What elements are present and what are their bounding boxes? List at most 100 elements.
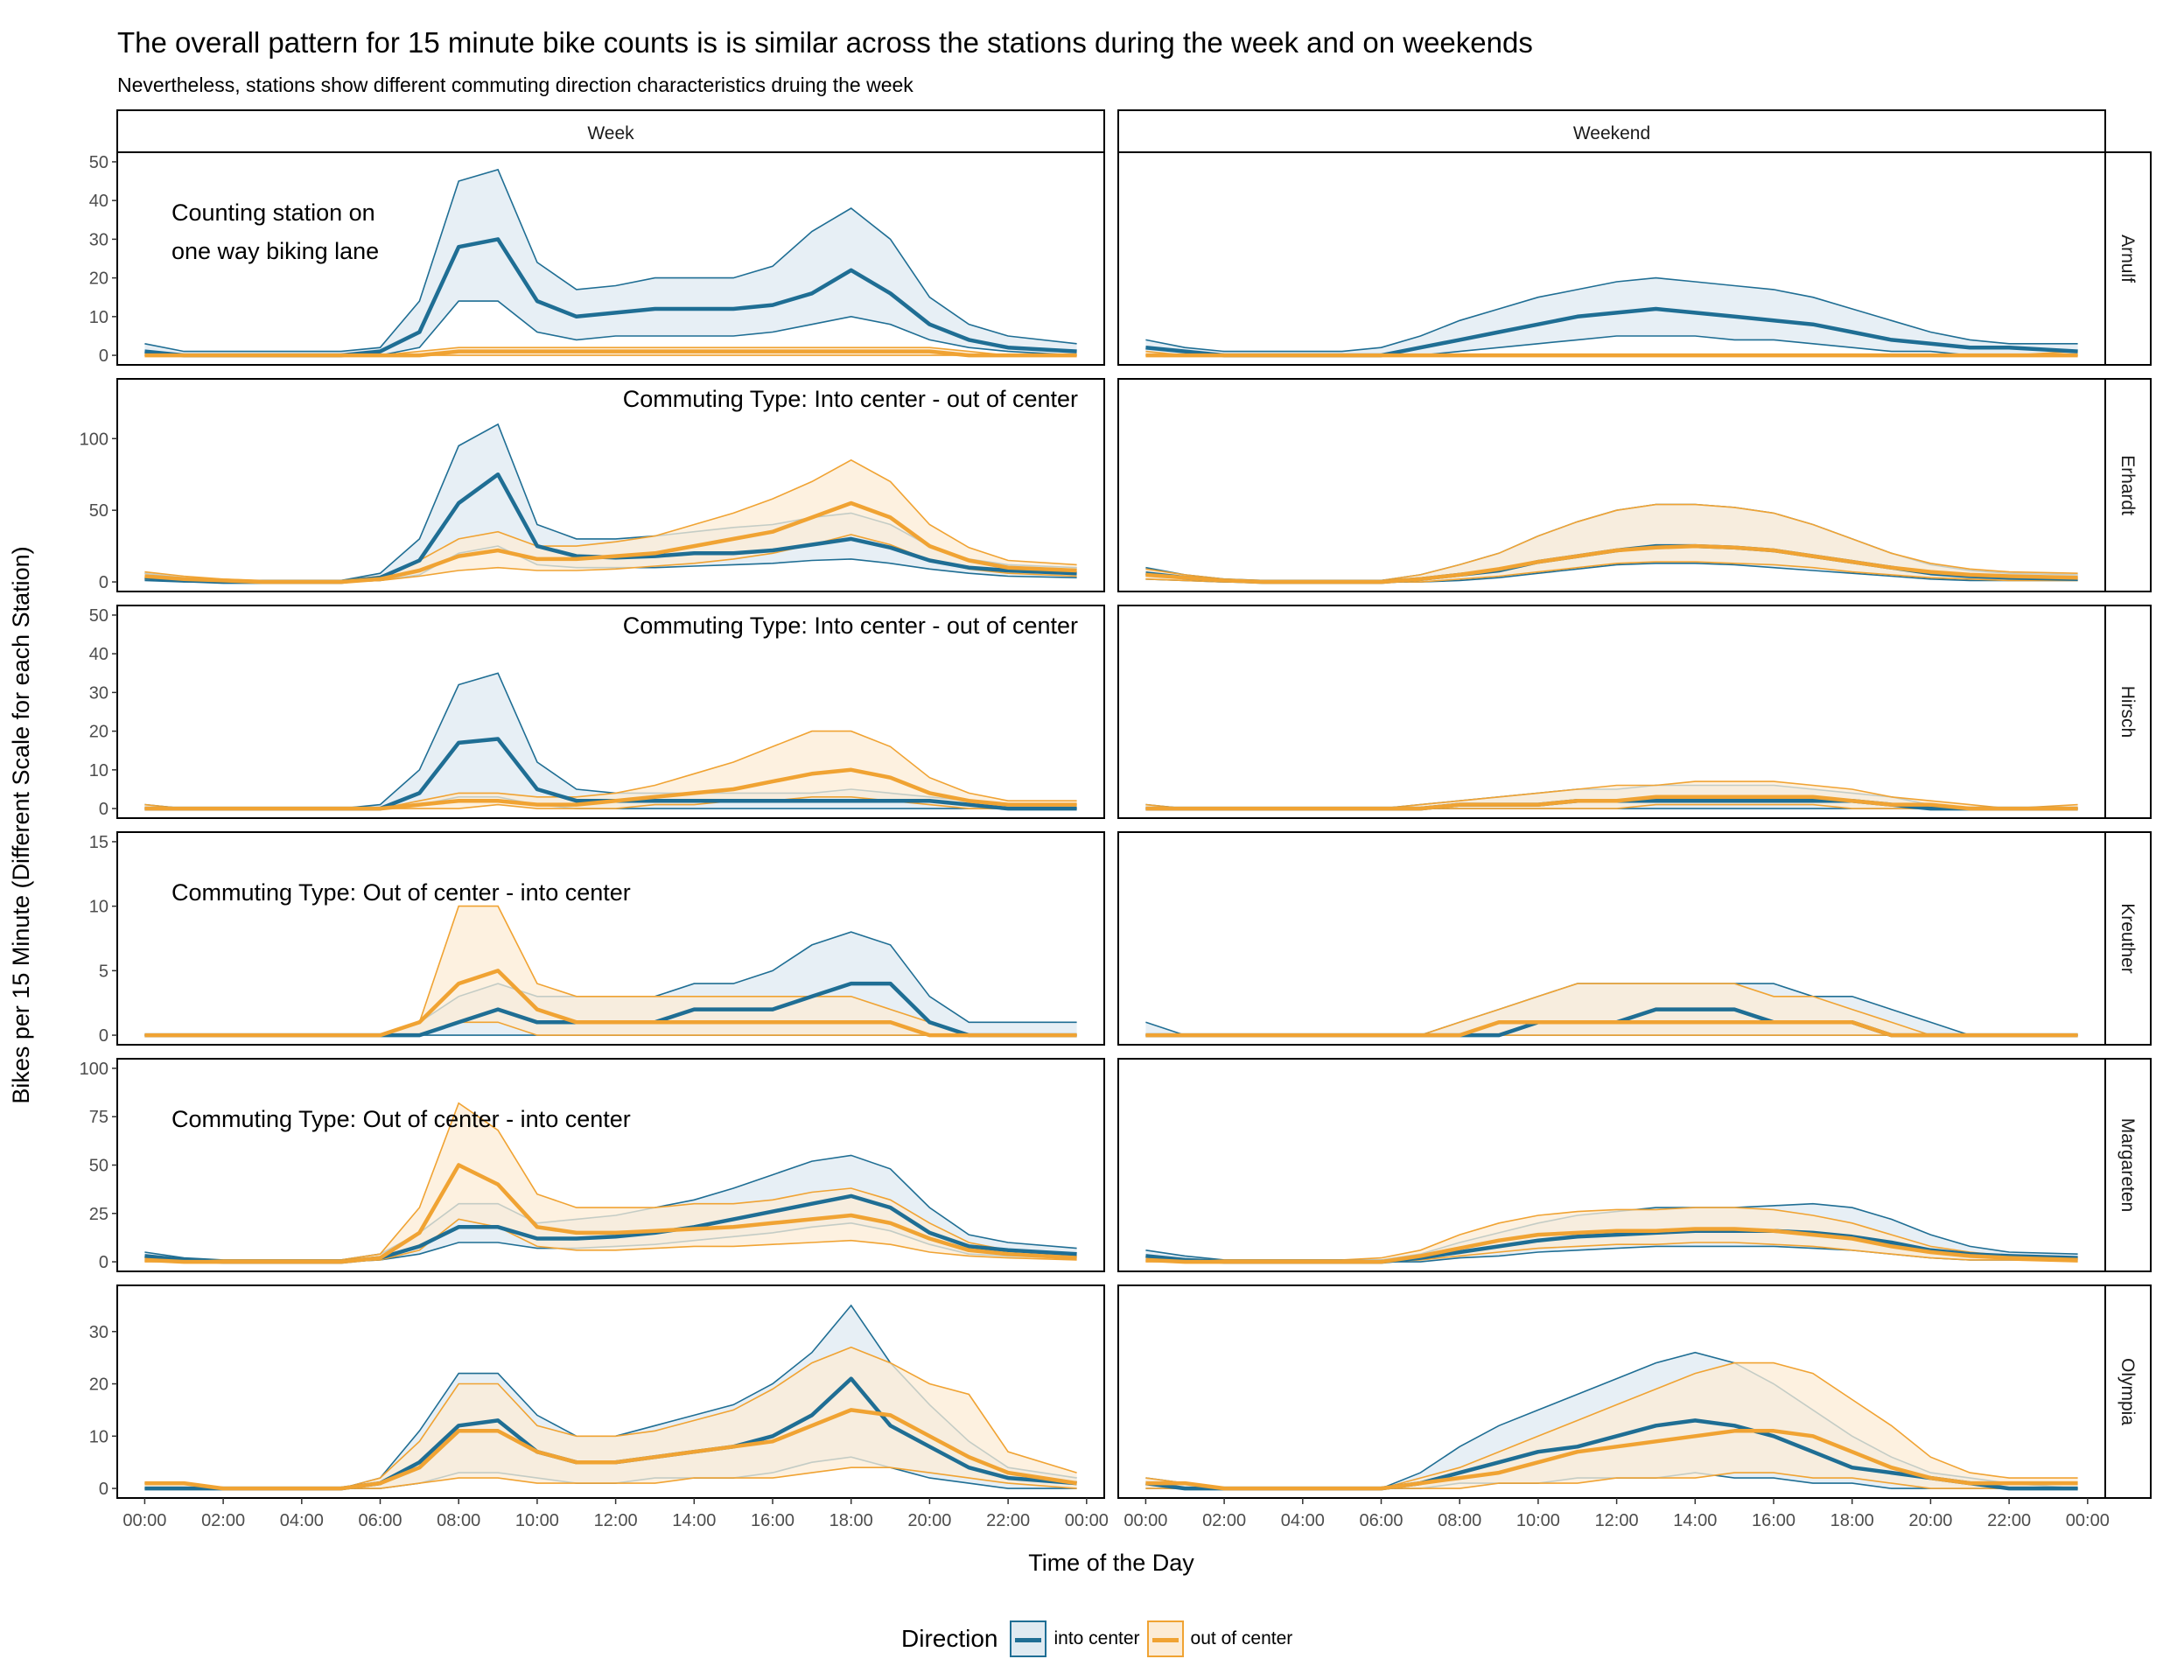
- x-tick-label: 00:00: [122, 1511, 166, 1530]
- y-axis-title: Bikes per 15 Minute (Different Scale for…: [8, 546, 34, 1103]
- x-tick-label: 22:00: [1987, 1511, 2031, 1530]
- x-tick-label: 06:00: [358, 1511, 402, 1530]
- ribbon-into: [144, 424, 1077, 583]
- ribbon-into: [144, 169, 1077, 356]
- panel-border: [116, 605, 1105, 819]
- facet-strip-arnulf: [2104, 151, 2152, 366]
- legend-key-out-of-center: [1146, 1620, 1184, 1657]
- x-tick-label: 14:00: [1673, 1511, 1717, 1530]
- x-tick-label: 20:00: [907, 1511, 951, 1530]
- panel-hirsch-week: 0 10 20 30 40 50 Commuting Type: Into center -…: [89, 605, 1105, 819]
- x-tick-label: 20:00: [1908, 1511, 1952, 1530]
- series-line-out: [1145, 1020, 2078, 1038]
- legend-label-into-center: into center: [1054, 1628, 1140, 1648]
- x-tick-label: 12:00: [1595, 1511, 1639, 1530]
- panel-annotation: one way biking lane: [172, 238, 379, 264]
- facet-strip-label-arnulf: Arnulf: [2118, 234, 2138, 283]
- legend-key-into-center: [1010, 1620, 1047, 1657]
- y-tick-label: 75: [89, 1108, 108, 1127]
- facet-strip-label-olympia: Olympia: [2118, 1358, 2138, 1425]
- legend-title: Direction: [901, 1625, 998, 1652]
- y-tick-label: 30: [89, 230, 108, 249]
- facet-strip-label-erhardt: Erhardt: [2118, 455, 2138, 515]
- x-tick-label: 16:00: [1752, 1511, 1796, 1530]
- facet-strip-kreuther: [2104, 831, 2152, 1046]
- x-tick-label: 04:00: [1281, 1511, 1325, 1530]
- panel-olympia-weekend: [1117, 1284, 2106, 1499]
- ribbon-hi-line-into: [144, 168, 1077, 353]
- y-tick-label: 100: [80, 430, 108, 449]
- y-tick-label: 20: [89, 1376, 108, 1395]
- facet-strip-label-margareten: Margareten: [2118, 1118, 2138, 1212]
- series-line-out: [144, 1163, 1077, 1264]
- ribbon-out: [144, 906, 1077, 1036]
- ribbon-out: [144, 1347, 1077, 1489]
- panel-border: [116, 378, 1105, 592]
- x-tick-label: 00:00: [2066, 1511, 2110, 1530]
- series-line-out: [144, 1408, 1077, 1491]
- y-tick-label: 0: [99, 346, 108, 366]
- x-tick-label: 12:00: [594, 1511, 638, 1530]
- panel-erhardt-week: 0 50 100 Commuting Type: Into center - out …: [80, 378, 1105, 592]
- y-tick-label: 5: [99, 962, 108, 981]
- legend: Direction into center out of center: [901, 1620, 1299, 1657]
- y-tick-label: 0: [99, 1026, 108, 1046]
- facet-strip-label-kreuther: Kreuther: [2118, 903, 2138, 974]
- panel-annotation: Commuting Type: Into center - out of cen…: [623, 386, 1078, 412]
- facet-strip-erhardt: [2104, 378, 2152, 592]
- ribbon-out: [144, 459, 1077, 583]
- panel-olympia-week: 0 10 20 30: [89, 1284, 1105, 1499]
- y-tick-label: 0: [99, 573, 108, 592]
- facet-strip-label-weekend: Weekend: [1573, 123, 1650, 144]
- y-tick-label: 50: [89, 153, 108, 172]
- y-tick-label: 15: [89, 833, 108, 852]
- series-line-out: [1145, 794, 2078, 811]
- facet-strip-weekend: [1117, 109, 2106, 153]
- series-line-out: [144, 349, 1077, 358]
- x-tick-label: 10:00: [515, 1511, 559, 1530]
- y-tick-label: 0: [99, 1480, 108, 1499]
- facet-strip-margareten: [2104, 1058, 2152, 1272]
- ribbon-hi-line-into: [1145, 276, 2078, 353]
- series-line-out: [1145, 543, 2078, 584]
- ribbon-into: [144, 1155, 1077, 1263]
- panel-border: [116, 1284, 1105, 1499]
- y-tick-label: 20: [89, 270, 108, 289]
- y-tick-label: 25: [89, 1205, 108, 1224]
- panel-background: [1118, 606, 2105, 818]
- x-tick-label: 00:00: [1065, 1511, 1109, 1530]
- panel-kreuther-week: 0 5 10 15 Commuting Type: Out of center - in…: [89, 831, 1105, 1046]
- x-tick-label: 02:00: [201, 1511, 245, 1530]
- x-axis-title: Time of the Day: [1028, 1550, 1194, 1576]
- panel-border: [116, 831, 1105, 1046]
- panel-arnulf-week: 0 10 20 30 40 50 Counting station on one way bi…: [89, 151, 1105, 366]
- y-tick-label: 50: [89, 501, 108, 521]
- series-line-out: [144, 767, 1077, 811]
- panel-erhardt-weekend: [1117, 378, 2106, 592]
- y-tick-label: 20: [89, 723, 108, 742]
- facet-strip-label-hirsch: Hirsch: [2118, 686, 2138, 738]
- series-line-out: [144, 969, 1077, 1038]
- facet-strip-label-week: Week: [587, 123, 634, 144]
- panel-border: [116, 151, 1105, 366]
- panel-annotation: Counting station on: [172, 200, 375, 226]
- x-tick-label: 04:00: [280, 1511, 324, 1530]
- y-tick-label: 10: [89, 308, 108, 327]
- panel-annotation: Commuting Type: Out of center - into cen…: [172, 1106, 631, 1132]
- chart-title: The overall pattern for 15 minute bike c…: [117, 26, 1533, 59]
- x-tick-label: 08:00: [1438, 1511, 1481, 1530]
- x-tick-label: 22:00: [986, 1511, 1030, 1530]
- legend-label-out-of-center: out of center: [1190, 1628, 1293, 1648]
- ribbon-out: [1145, 1362, 2078, 1489]
- x-tick-label: 16:00: [751, 1511, 794, 1530]
- y-tick-label: 30: [89, 683, 108, 703]
- x-tick-label: 14:00: [672, 1511, 716, 1530]
- x-tick-label: 08:00: [437, 1511, 480, 1530]
- panel-arnulf-weekend: [1117, 151, 2106, 366]
- y-tick-label: 0: [99, 1253, 108, 1272]
- x-tick-label: 10:00: [1516, 1511, 1560, 1530]
- series-line-out: [1145, 1227, 2078, 1264]
- panel-margareten-weekend: [1117, 1058, 2106, 1272]
- y-tick-label: 40: [89, 192, 108, 211]
